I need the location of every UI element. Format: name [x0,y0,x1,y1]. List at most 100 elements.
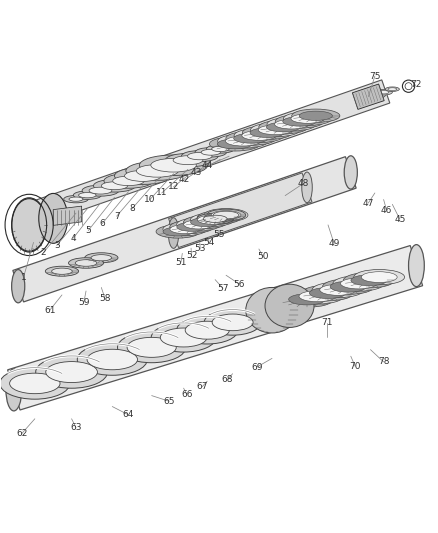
Ellipse shape [266,122,300,132]
Ellipse shape [216,142,241,150]
Ellipse shape [127,337,176,357]
Ellipse shape [173,156,202,165]
Ellipse shape [378,91,388,94]
Ellipse shape [181,151,218,161]
Ellipse shape [176,218,220,231]
Ellipse shape [212,314,253,330]
Ellipse shape [183,215,227,229]
Text: 62: 62 [16,429,27,438]
Text: 51: 51 [175,257,186,266]
Ellipse shape [222,144,236,148]
Ellipse shape [160,328,206,347]
Ellipse shape [282,117,316,126]
Ellipse shape [165,154,210,167]
Text: 75: 75 [368,71,380,80]
Ellipse shape [209,137,260,151]
Ellipse shape [258,120,307,134]
Ellipse shape [211,147,229,151]
Ellipse shape [45,266,78,276]
Text: 1: 1 [21,273,26,282]
Ellipse shape [290,114,324,123]
Text: 65: 65 [163,397,174,406]
Text: 4: 4 [71,233,76,243]
Text: 67: 67 [196,382,207,391]
Ellipse shape [0,368,70,399]
Ellipse shape [343,273,393,288]
Ellipse shape [183,220,213,229]
Text: 72: 72 [409,80,420,90]
Ellipse shape [311,282,363,297]
Ellipse shape [250,123,299,137]
Ellipse shape [203,215,226,222]
Ellipse shape [104,174,152,188]
Ellipse shape [258,125,292,135]
Text: 52: 52 [185,251,197,260]
Ellipse shape [10,373,60,394]
Ellipse shape [190,217,220,227]
Text: 50: 50 [257,252,268,261]
Ellipse shape [291,109,339,123]
Text: 47: 47 [362,199,373,207]
Text: 68: 68 [221,375,233,384]
Ellipse shape [124,171,161,181]
Ellipse shape [360,272,396,282]
Ellipse shape [168,217,178,248]
Ellipse shape [204,310,261,335]
Ellipse shape [206,145,234,153]
Ellipse shape [68,258,103,268]
Text: 2: 2 [41,248,46,257]
Ellipse shape [288,294,325,305]
Ellipse shape [225,136,260,146]
Text: 42: 42 [178,175,190,184]
Ellipse shape [12,199,46,251]
Ellipse shape [265,284,313,327]
Ellipse shape [75,260,97,266]
Ellipse shape [385,87,399,92]
Ellipse shape [73,191,101,199]
Polygon shape [53,206,81,225]
Text: 12: 12 [167,182,179,191]
Ellipse shape [139,155,207,175]
Ellipse shape [101,182,127,190]
Ellipse shape [364,92,385,99]
Text: 45: 45 [393,215,405,224]
Ellipse shape [197,211,240,224]
Polygon shape [23,80,389,228]
Ellipse shape [298,290,335,302]
Text: 43: 43 [191,168,202,177]
Text: 57: 57 [217,284,228,293]
Ellipse shape [117,332,185,363]
Ellipse shape [82,185,119,196]
Text: 48: 48 [297,179,308,188]
Text: 8: 8 [129,204,134,213]
Ellipse shape [280,292,332,307]
Ellipse shape [91,255,111,261]
Ellipse shape [301,285,353,301]
Ellipse shape [319,285,355,295]
Text: 55: 55 [213,230,225,239]
Ellipse shape [87,349,137,370]
Ellipse shape [309,287,345,298]
Ellipse shape [298,111,332,120]
Ellipse shape [340,278,376,289]
Ellipse shape [329,281,366,292]
Ellipse shape [217,139,252,149]
Ellipse shape [402,80,414,92]
Ellipse shape [93,180,135,192]
Ellipse shape [233,128,283,142]
Ellipse shape [197,215,227,224]
Ellipse shape [266,117,315,131]
Ellipse shape [283,112,331,125]
Text: 10: 10 [143,196,155,205]
Ellipse shape [85,253,118,263]
Text: 69: 69 [251,362,262,372]
Ellipse shape [368,93,380,97]
Ellipse shape [241,131,276,140]
Ellipse shape [217,134,268,148]
Text: 53: 53 [194,245,205,254]
Ellipse shape [404,83,411,90]
Ellipse shape [242,126,291,140]
Ellipse shape [374,90,392,95]
Ellipse shape [211,211,240,220]
Text: 46: 46 [380,206,392,215]
